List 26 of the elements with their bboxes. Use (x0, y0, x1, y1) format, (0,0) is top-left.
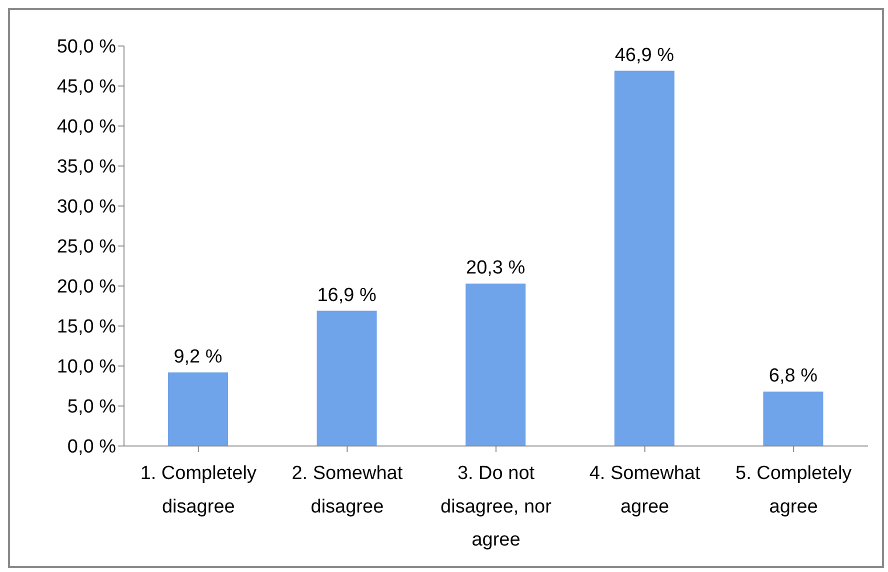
x-tick-label: 3. Do not disagree, nor agree (440, 463, 552, 551)
data-label: 16,9 % (317, 284, 376, 306)
x-tick-label: 2. Somewhat disagree (292, 463, 404, 518)
bar (316, 310, 377, 446)
bar (614, 70, 674, 446)
y-tick-label: 20,0 % (56, 276, 116, 298)
x-tick-label: 1. Completely disagree (140, 463, 257, 518)
y-tick-label: 50,0 % (56, 36, 116, 58)
data-label: 9,2 % (174, 346, 222, 368)
data-label: 6,8 % (768, 366, 818, 387)
y-tick-label: 45,0 % (56, 76, 116, 98)
y-tick-label: 25,0 % (56, 236, 116, 258)
bar (466, 284, 526, 446)
y-tick-label: 15,0 % (56, 316, 116, 338)
y-tick-label: 35,0 % (56, 156, 116, 178)
y-tick-label: 40,0 % (56, 116, 116, 138)
bar (763, 392, 824, 446)
data-label: 20,3 % (466, 258, 526, 279)
x-tick-label: 4. Somewhat agree (589, 463, 701, 518)
y-tick-label: 5,0 % (67, 396, 116, 418)
y-tick-label: 0,0 % (67, 436, 116, 458)
x-tick-label: 5. Completely agree (736, 463, 852, 518)
data-label: 46,9 % (614, 44, 674, 66)
bar (168, 372, 228, 446)
y-tick-label: 30,0 % (56, 196, 116, 218)
y-tick-label: 10,0 % (56, 356, 116, 378)
